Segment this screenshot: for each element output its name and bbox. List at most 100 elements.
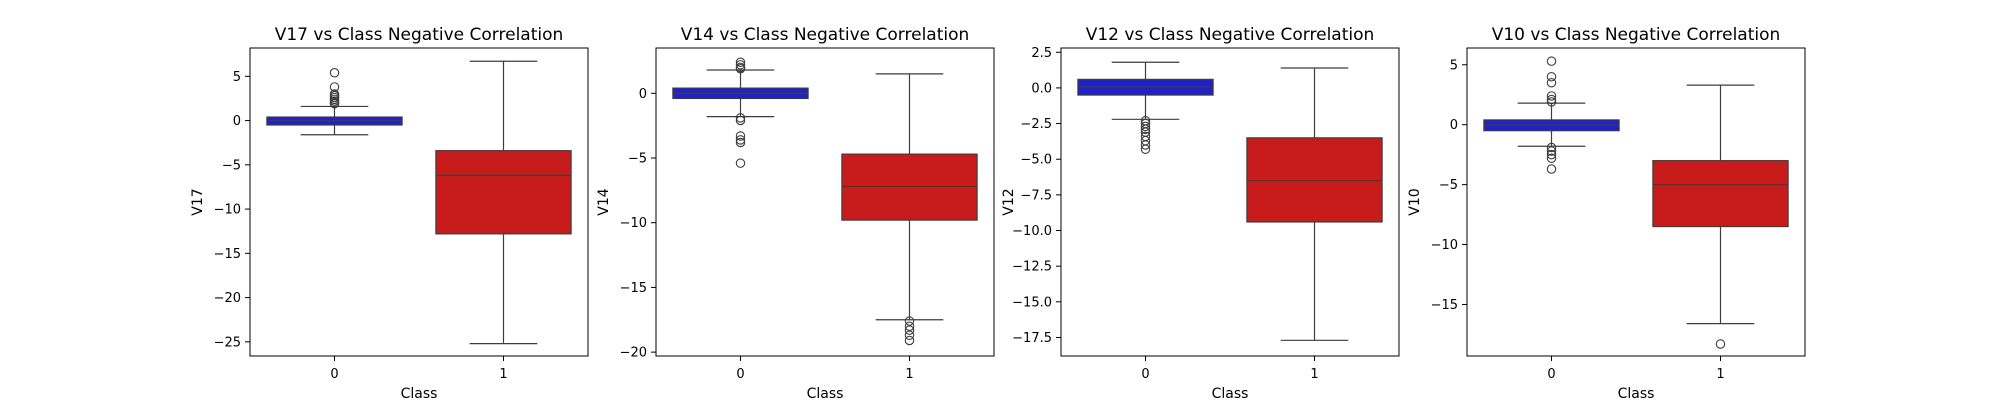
chart-title: V10 vs Class Negative Correlation (1492, 25, 1781, 45)
box-body (841, 153, 978, 221)
outlier-point (735, 131, 746, 141)
chart-title: V12 vs Class Negative Correlation (1086, 25, 1375, 45)
box-body (435, 150, 572, 235)
y-tick-label: 0.0 (1031, 81, 1052, 96)
outlier-point (1140, 144, 1151, 154)
x-axis-label: Class (1618, 386, 1655, 400)
outlier-point (329, 99, 340, 109)
chart-title: V17 vs Class Negative Correlation (275, 25, 564, 45)
box-0 (1483, 56, 1620, 174)
y-tick-label: 2.5 (1031, 46, 1052, 61)
x-axis-label: Class (807, 386, 844, 400)
outlier-point (1546, 78, 1557, 88)
box-0 (266, 68, 403, 136)
chart-panel-3: 2.5 0.0 −2.5 −5.0 −7.5 −10.0 −12.5 −15.0 −17.5 0 1… (1001, 25, 1400, 400)
chart-panel-2: 0 −5 −10 −15 −20 0 1 V14 vs Class Negative Corr… (596, 25, 995, 400)
x-tick-label: 0 (1547, 367, 1555, 382)
y-tick-label: 5 (233, 70, 241, 85)
y-axis-label: V12 (1001, 188, 1017, 215)
x-axis-label: Class (1212, 386, 1249, 400)
x-axis-label: Class (401, 386, 438, 400)
outlier-point (329, 68, 340, 78)
axes-frame (249, 47, 589, 357)
y-tick-label: −10 (1431, 238, 1458, 253)
chart-panel-4: 5 0 −5 −10 −15 0 1 V10 vs Class Negative Correl… (1407, 25, 1806, 400)
outlier-point (735, 135, 746, 145)
y-tick-label: −20 (620, 346, 647, 361)
outlier-point (735, 57, 746, 67)
axes-frame (655, 47, 995, 357)
outlier-point (1546, 94, 1557, 105)
outlier-point (1546, 56, 1557, 66)
box-1 (841, 73, 978, 346)
outlier-point (735, 115, 746, 126)
y-tick-label: −15 (620, 281, 647, 296)
y-tick-label: −7.5 (1020, 188, 1052, 203)
outlier-point (1546, 149, 1557, 160)
outlier-point (1546, 146, 1557, 156)
outlier-point (735, 137, 746, 148)
y-axis-label: V17 (190, 188, 206, 215)
outlier-point (1546, 164, 1557, 174)
y-tick-label: −15.0 (1012, 295, 1052, 310)
x-tick-label: 1 (499, 367, 507, 382)
y-axis-label: V10 (1407, 188, 1423, 215)
y-tick-label: −10.0 (1012, 224, 1052, 239)
chart-panel-1: 5 0 −5 −10 −15 −20 −25 0 1 V17 vs Class Negative … (190, 25, 589, 400)
outlier-point (904, 321, 915, 331)
y-tick-label: −5 (1439, 178, 1458, 193)
y-tick-label: −5.0 (1020, 153, 1052, 168)
box-1 (1652, 84, 1789, 349)
outlier-point (1546, 72, 1557, 82)
outlier-point (1546, 97, 1557, 107)
x-tick-label: 0 (736, 367, 744, 382)
axes-frame (1060, 47, 1400, 357)
outlier-point (1140, 121, 1151, 132)
outlier-point (1546, 153, 1557, 164)
x-tick-label: 0 (1141, 367, 1149, 382)
y-tick-label: −15 (214, 247, 241, 262)
y-tick-label: −17.5 (1012, 331, 1052, 346)
chart-title: V14 vs Class Negative Correlation (681, 25, 970, 45)
outlier-point (1715, 339, 1726, 349)
x-tick-label: 1 (1716, 367, 1724, 382)
x-tick-label: 1 (905, 367, 913, 382)
outlier-point (904, 325, 915, 335)
x-tick-label: 0 (330, 367, 338, 382)
y-axis-label: V14 (596, 188, 612, 215)
box-body (1246, 137, 1383, 223)
y-tick-label: −10 (620, 216, 647, 231)
outlier-point (735, 113, 746, 123)
axes-frame (1466, 47, 1806, 357)
y-tick-label: −5 (628, 152, 647, 167)
outlier-point (735, 63, 746, 74)
box-body (1077, 78, 1214, 96)
y-tick-label: −12.5 (1012, 260, 1052, 275)
y-tick-label: −25 (214, 335, 241, 350)
outlier-point (1546, 142, 1557, 153)
outlier-point (904, 316, 915, 326)
outlier-point (1140, 124, 1151, 135)
outlier-point (1546, 91, 1557, 101)
box-0 (1077, 61, 1214, 154)
box-1 (1246, 67, 1383, 341)
box-body (1652, 160, 1789, 228)
outlier-point (1140, 140, 1151, 150)
outlier-point (735, 60, 746, 70)
y-tick-label: −5 (222, 158, 241, 173)
box-1 (435, 60, 572, 345)
y-tick-label: 0 (1450, 118, 1458, 133)
outlier-point (904, 330, 915, 341)
y-tick-label: −10 (214, 203, 241, 218)
x-tick-label: 1 (1310, 367, 1318, 382)
y-tick-label: 0 (639, 87, 647, 102)
y-tick-label: −20 (214, 291, 241, 306)
y-tick-label: 0 (233, 114, 241, 129)
outlier-point (735, 158, 746, 168)
box-0 (672, 57, 809, 168)
y-tick-label: −2.5 (1020, 117, 1052, 132)
y-tick-label: −15 (1431, 298, 1458, 313)
outlier-point (904, 335, 915, 346)
y-tick-label: 5 (1450, 58, 1458, 73)
